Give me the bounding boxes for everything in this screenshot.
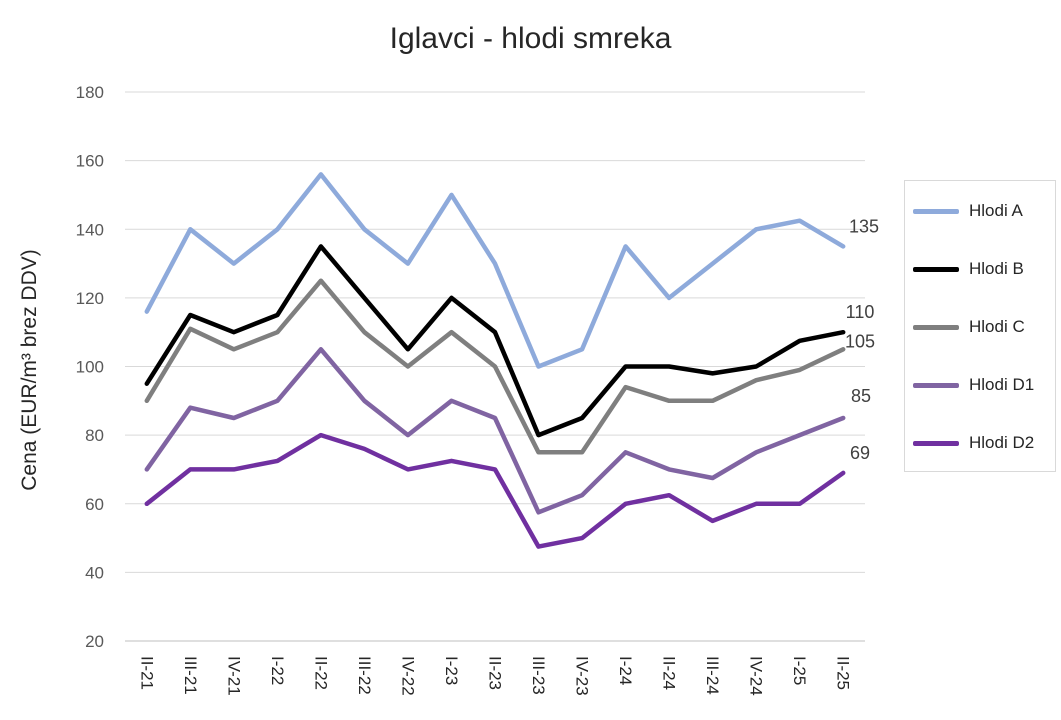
legend-swatch [913,208,959,214]
series-line [144,244,846,438]
x-tick-label: II-23 [486,656,505,690]
y-tick-label: 100 [76,358,104,377]
legend-swatch [913,266,959,272]
series-line [144,347,846,515]
y-tick-label: 140 [76,220,104,239]
x-tick-label: III-24 [703,656,722,695]
chart-title: Iglavci - hlodi smreka [389,22,672,55]
series-line [144,278,846,455]
series-line [144,432,846,549]
y-tick-label: 120 [76,289,104,308]
legend-swatch [913,382,959,388]
y-tick-label: 180 [76,83,104,102]
x-tick-label: I-23 [442,656,461,685]
legend-item: Hlodi D1 [913,373,1034,397]
y-tick-label: 40 [85,563,104,582]
data-label: 110 [846,302,875,322]
x-tick-label: I-24 [616,656,635,685]
x-tick-label: III-21 [181,656,200,695]
series-line [144,172,846,369]
legend-swatch [913,324,959,330]
legend-item: Hlodi A [913,199,1023,223]
y-tick-label: 80 [85,426,104,445]
x-tick-label: I-25 [790,656,809,685]
legend-item: Hlodi D2 [913,431,1034,455]
legend-label: Hlodi A [969,201,1023,220]
legend-swatch [913,440,959,446]
legend-label: Hlodi D2 [969,433,1035,452]
x-tick-label: IV-23 [573,656,592,696]
y-tick-label: 20 [85,632,104,651]
x-tick-label: IV-22 [398,656,417,696]
legend: Hlodi A Hlodi B Hlodi C Hlodi D1 Hlodi D2 [904,180,1056,472]
x-tick-label: II-25 [834,656,853,690]
x-tick-label: I-22 [268,656,287,685]
legend-label: Hlodi B [969,259,1024,278]
x-tick-label: II-22 [311,656,330,690]
x-tick-label: IV-21 [224,656,243,696]
data-label: 105 [845,331,875,351]
legend-label: Hlodi D1 [969,375,1035,394]
x-tick-label: II-21 [137,656,156,690]
data-label: 135 [849,216,879,236]
legend-item: Hlodi B [913,257,1024,281]
legend-item: Hlodi C [913,315,1025,339]
data-label: 85 [851,386,871,406]
data-label: 69 [850,443,870,463]
x-tick-label: III-22 [355,656,374,695]
x-tick-label: III-23 [529,656,548,695]
x-tick-label: II-24 [660,656,679,690]
y-tick-label: 160 [76,152,104,171]
y-tick-label: 60 [85,495,104,514]
legend-label: Hlodi C [969,317,1025,336]
x-tick-label: IV-24 [747,656,766,696]
